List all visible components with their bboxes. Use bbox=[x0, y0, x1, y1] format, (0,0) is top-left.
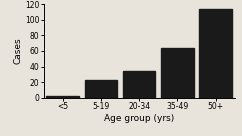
Bar bbox=[161, 48, 194, 98]
Y-axis label: Cases: Cases bbox=[13, 38, 22, 64]
Bar bbox=[199, 9, 232, 98]
Bar bbox=[46, 96, 79, 98]
X-axis label: Age group (yrs): Age group (yrs) bbox=[104, 114, 174, 123]
Bar bbox=[123, 71, 155, 98]
Bar bbox=[85, 80, 117, 98]
